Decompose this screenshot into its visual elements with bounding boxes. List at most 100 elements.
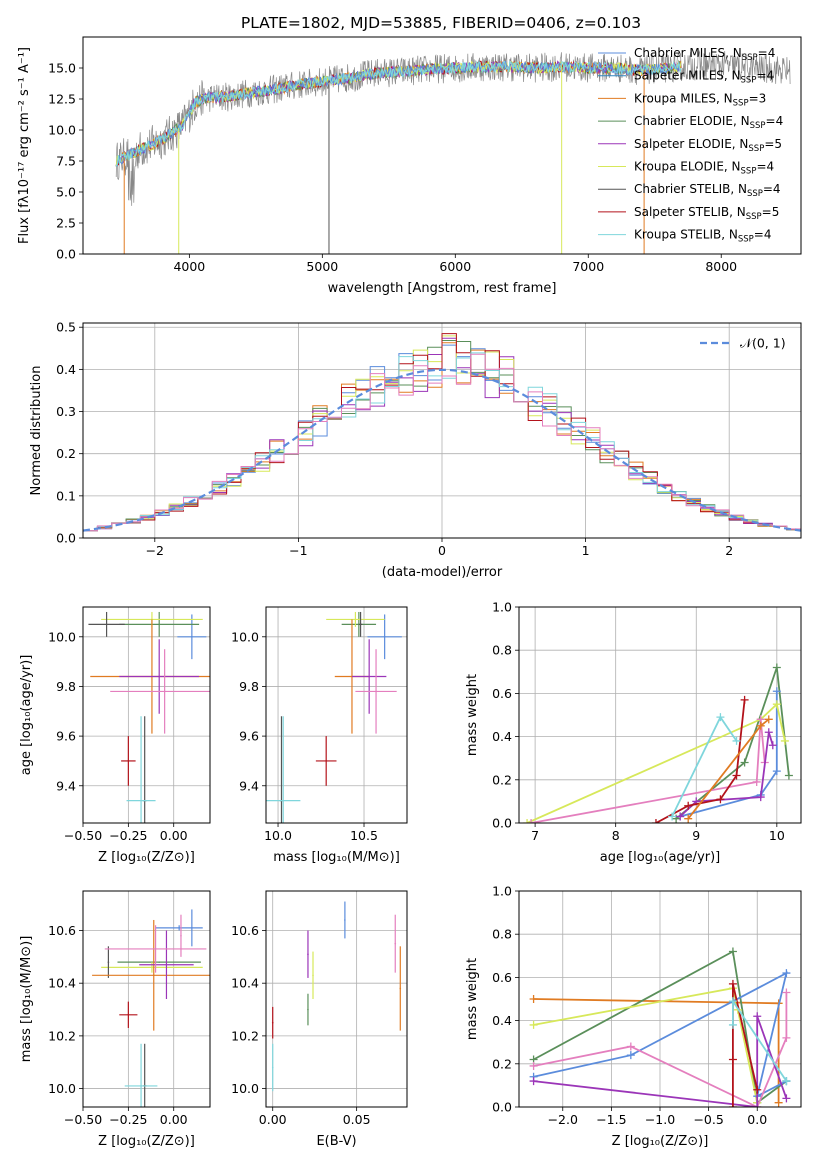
weight_vs_Z-xtick-label: −2.0 [548, 1112, 578, 1127]
age_vs_mass-xtick-label: 10.0 [264, 828, 292, 843]
mass_vs_Z-ytick-label: 10.6 [48, 923, 76, 938]
age_vs_Z-point [163, 690, 166, 693]
age_vs_mass-point [325, 760, 327, 762]
weight_vs_Z-series-marker [782, 969, 791, 978]
weight_vs_Z-series-marker [728, 997, 737, 1006]
weight_vs_Z-series-marker [728, 1055, 737, 1064]
mass_vs_ebv-point [399, 987, 402, 990]
mass_vs_ebv-ytick-label: 10.6 [231, 923, 259, 938]
spectrum-legend-tail: =4 [763, 182, 781, 196]
spectrum-plot-area [115, 49, 791, 254]
spectrum-legend-label: Chabrier ELODIE, NSSP=4 [634, 114, 783, 131]
mass_vs_Z-xtick-label: 0.00 [160, 1112, 188, 1127]
weight_vs_age-series-marker [756, 793, 765, 802]
weight_vs_Z-series-marker [753, 1012, 762, 1021]
mass_vs_ebv-point [271, 1066, 274, 1069]
weight_vs_Z-xtick-label: −1.5 [596, 1112, 626, 1127]
weight_vs_age-series-marker [672, 814, 681, 823]
weight_vs_age-frame [518, 606, 802, 824]
weight_vs_age-series-marker [764, 715, 773, 724]
weight_vs_age-ylabel: mass weight [465, 674, 480, 756]
age_vs_mass-point [282, 799, 284, 802]
spectrum-legend-tail: =5 [762, 205, 780, 219]
spectrum-xtick-label: 8000 [705, 259, 737, 274]
age_vs_Z-xtick-label: 0.00 [160, 828, 188, 843]
weight_vs_Z-series-marker [782, 1033, 791, 1042]
weight_vs_age-ytick-label: 0.4 [492, 729, 512, 744]
age_vs_mass-xlabel: mass [log₁₀(M/M⊙)] [273, 850, 400, 865]
spectrum-legend-sub: SSP [746, 212, 762, 222]
weight_vs_Z-ytick-label: 0.4 [492, 1013, 512, 1028]
mass_vs_ebv-xlabel: E(B-V) [316, 1134, 356, 1149]
spectrum-ytick-label: 12.5 [48, 92, 76, 107]
weight_vs_Z-series-marker [728, 979, 737, 988]
weight_vs_Z-series-marker [626, 1042, 635, 1051]
weight_vs_age-ytick-label: 0.6 [492, 686, 512, 701]
weight_vs_Z-series-line [533, 950, 787, 1105]
weight_vs_Z-series-line [533, 1015, 788, 1107]
residuals-ytick-label: 0.5 [56, 320, 76, 335]
age_vs_Z-ytick-label: 9.4 [56, 778, 76, 793]
spectrum-legend-label: Chabrier MILES, NSSP=4 [634, 46, 775, 63]
age_vs_mass-ytick-label: 9.6 [239, 729, 259, 744]
weight_vs_Z-ytick-label: 0.8 [492, 927, 512, 942]
weight_vs_age-series-marker [676, 812, 685, 821]
mass_vs_Z-point [127, 1014, 130, 1016]
weight_vs_age-ytick-label: 0.2 [492, 772, 512, 787]
residuals-xtick-label: 0 [438, 543, 446, 558]
age_vs_Z-point [191, 635, 193, 638]
mass_vs_ebv-ytick-label: 10.4 [231, 976, 259, 991]
weight_vs_age-xtick-label: 7 [531, 828, 539, 843]
spectrum-xtick-label: 7000 [572, 259, 604, 274]
weight_vs_age-series-marker [772, 700, 781, 709]
spectrum-legend-tail: =4 [758, 46, 776, 60]
weight_vs_age-series-marker [772, 767, 781, 776]
weight_vs_age-xtick-label: 9 [692, 828, 700, 843]
residuals-ytick-label: 0.3 [56, 404, 76, 419]
weight_vs_age-series-marker [740, 758, 749, 767]
weight_vs_Z-series-marker [626, 1051, 635, 1060]
spectrum-ylabel: Flux [fλ10⁻¹⁷ erg cm⁻² s⁻¹ A⁻¹] [17, 47, 32, 244]
weight_vs_Z-series-marker [529, 1020, 538, 1029]
mass_vs_Z-point [158, 961, 160, 963]
weight_vs_Z-ytick-label: 0.6 [492, 970, 512, 985]
residuals-xtick-label: 1 [582, 543, 590, 558]
weight_vs_Z-ylabel: mass weight [465, 958, 480, 1040]
spectrum-model-kroupa_stelib [115, 60, 682, 167]
weight_vs_age-xlabel: age [log₁₀(age/yr)] [600, 850, 721, 865]
spectrum-xlabel: wavelength [Angstrom, rest frame] [328, 281, 557, 296]
mass_vs_Z-ytick-label: 10.4 [48, 976, 76, 991]
spectrum-legend-label: Kroupa STELIB, NSSP=4 [634, 228, 772, 245]
weight_vs_age-series-marker [772, 687, 781, 696]
weight_vs_Z-xtick-label: −1.0 [645, 1112, 675, 1127]
residuals-xtick-label: −2 [146, 543, 164, 558]
age_vs_Z-point [158, 675, 160, 678]
spectrum-legend-sub: SSP [747, 189, 763, 199]
residuals-ytick-label: 0.4 [56, 362, 76, 377]
weight_vs_age-series-line [526, 702, 786, 823]
weight_vs_age-xtick-label: 8 [612, 828, 620, 843]
age_vs_Z-point [140, 799, 142, 802]
weight_vs_Z-ytick-label: 0.2 [492, 1056, 512, 1071]
residuals-ytick-label: 0.1 [56, 488, 76, 503]
age_vs_mass-point [359, 623, 362, 626]
residuals-ylabel: Normed distribution [29, 366, 44, 496]
weight_vs_age-series-marker [684, 814, 693, 823]
spectrum-ytick-label: 2.5 [56, 216, 76, 231]
age_vs_mass-xtick-label: 10.5 [350, 828, 378, 843]
age_vs_Z-ytick-label: 10.0 [48, 629, 76, 644]
weight_vs_age-series-line [679, 691, 778, 818]
weight_vs_age-series-marker [716, 713, 725, 722]
spectrum-legend-tail: =5 [764, 137, 782, 151]
weight_vs_age-series-marker [668, 812, 677, 821]
mass_vs_Z-point [178, 927, 180, 929]
mass_vs_Z-point [151, 966, 153, 969]
mass_vs_ebv-point [307, 953, 309, 956]
spectrum-legend-tail: =4 [754, 228, 772, 242]
weight_vs_age-series-marker [764, 728, 773, 737]
age_vs_Z-plot-area [88, 611, 210, 823]
age_vs_mass-ytick-label: 10.0 [231, 629, 259, 644]
age_vs_Z-point [127, 760, 130, 762]
spectrum-legend-label: Salpeter MILES, NSSP=4 [634, 69, 774, 86]
